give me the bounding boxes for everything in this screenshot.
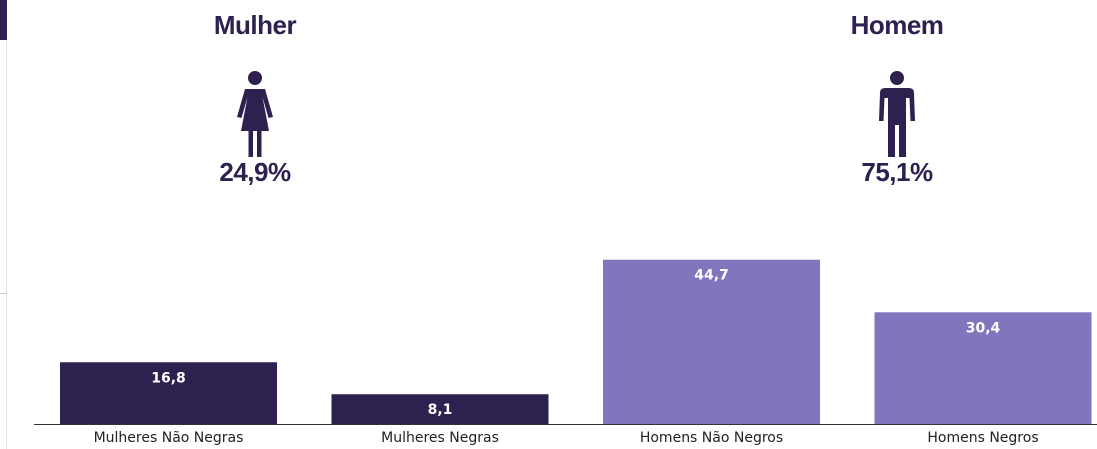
- bar-value-label: 30,4: [966, 320, 1001, 336]
- bar-value-label: 8,1: [428, 402, 453, 418]
- x-tick-label: Mulheres Não Negras: [94, 430, 244, 446]
- x-tick-label: Homens Negros: [927, 430, 1038, 446]
- bar-value-label: 16,8: [151, 370, 186, 386]
- x-tick-label: Mulheres Negras: [381, 430, 499, 446]
- bar-3: [603, 260, 820, 424]
- bar-value-label: 44,7: [694, 268, 729, 284]
- x-tick-label: Homens Não Negros: [640, 430, 783, 446]
